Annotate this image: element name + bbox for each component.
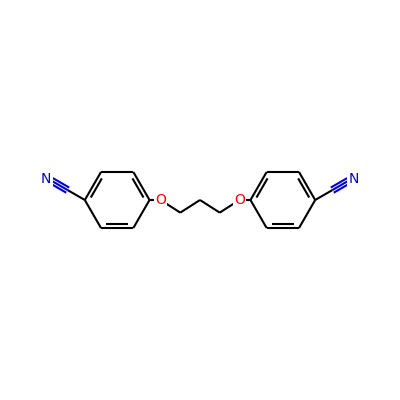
Text: O: O (234, 193, 245, 207)
Text: O: O (155, 193, 166, 207)
Text: N: N (41, 172, 52, 186)
Text: N: N (348, 172, 359, 186)
